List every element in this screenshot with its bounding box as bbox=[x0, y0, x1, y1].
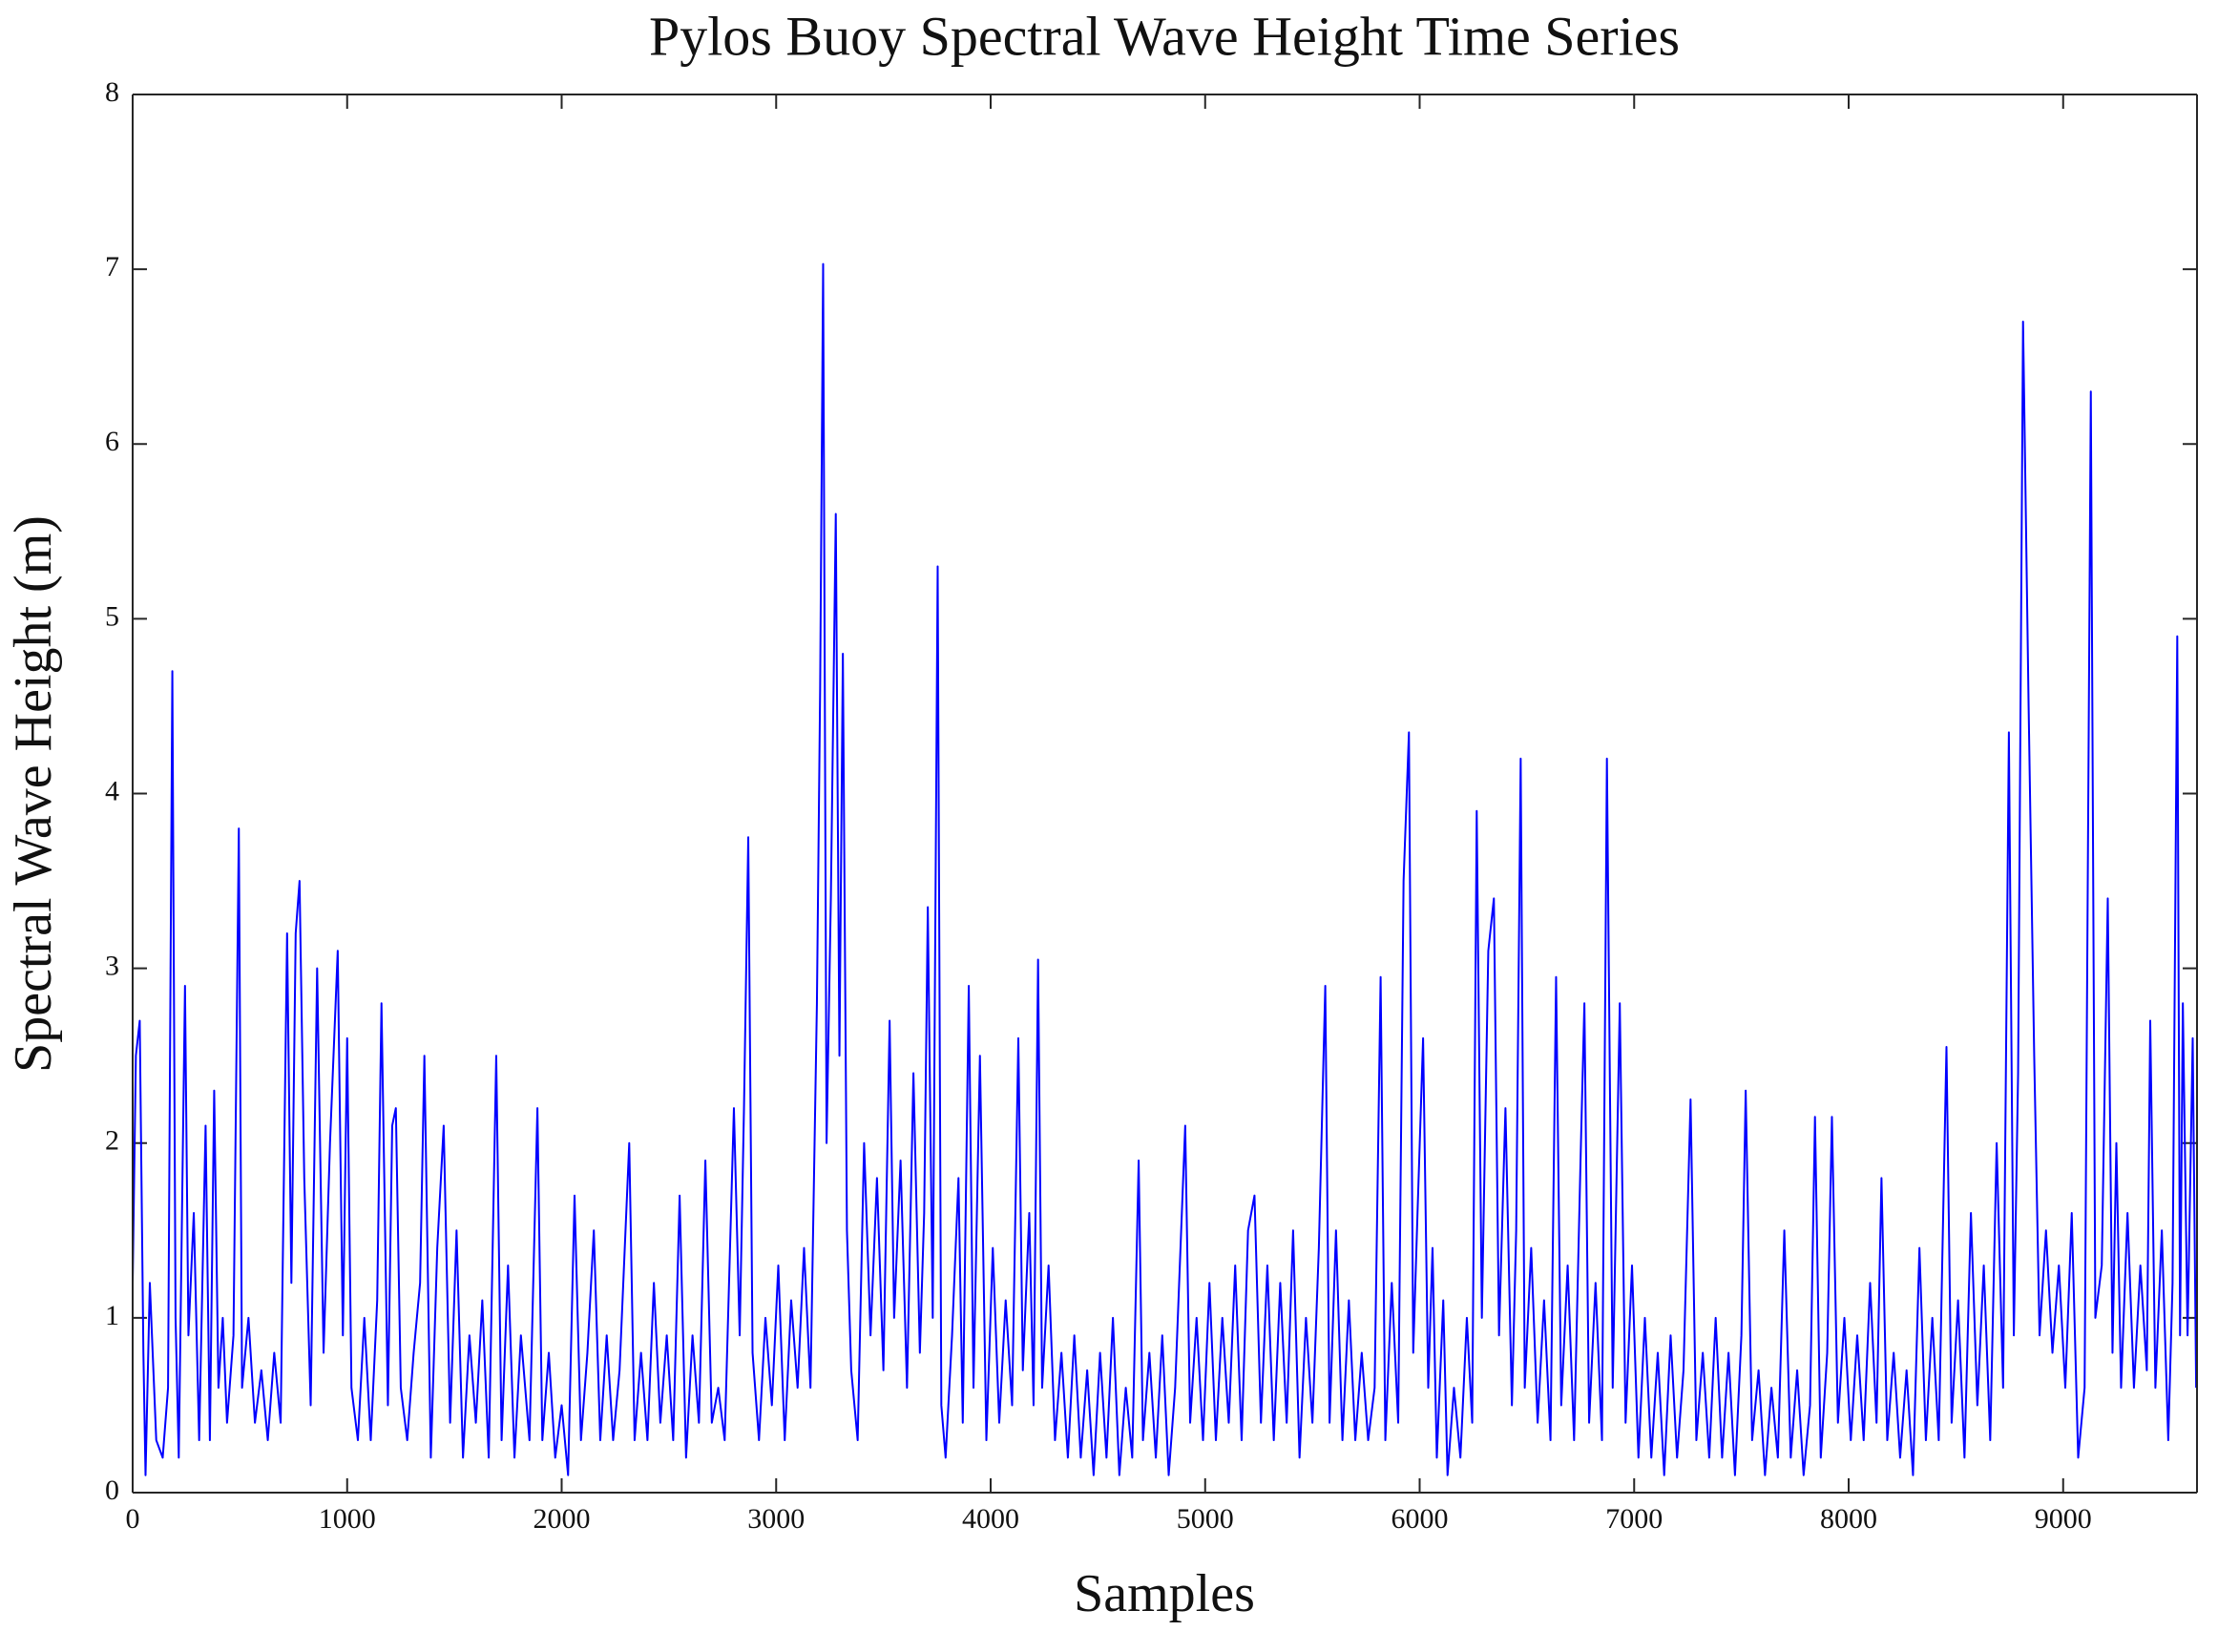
y-axis-label: Spectral Wave Height (m) bbox=[4, 515, 63, 1073]
x-tick-label: 2000 bbox=[534, 1503, 591, 1535]
y-tick-label: 4 bbox=[105, 775, 119, 806]
y-tick-label: 3 bbox=[105, 951, 119, 982]
x-tick-label: 1000 bbox=[319, 1503, 376, 1535]
chart-title: Pylos Buoy Spectral Wave Height Time Ser… bbox=[649, 5, 1680, 67]
x-tick-label: 5000 bbox=[1177, 1503, 1234, 1535]
x-tick-label: 4000 bbox=[962, 1503, 1019, 1535]
x-tick-label: 6000 bbox=[1391, 1503, 1449, 1535]
x-tick-label: 0 bbox=[126, 1503, 140, 1535]
y-tick-label: 7 bbox=[105, 251, 119, 282]
y-tick-label: 2 bbox=[105, 1125, 119, 1157]
x-axis-label: Samples bbox=[1074, 1564, 1255, 1623]
x-tick-label: 3000 bbox=[747, 1503, 805, 1535]
x-tick-label: 7000 bbox=[1605, 1503, 1663, 1535]
y-tick-label: 6 bbox=[105, 426, 119, 457]
x-tick-label: 8000 bbox=[1820, 1503, 1877, 1535]
y-tick-label: 0 bbox=[105, 1474, 119, 1506]
y-tick-label: 5 bbox=[105, 600, 119, 632]
axes-frame bbox=[132, 94, 2198, 1494]
y-tick-label: 8 bbox=[105, 76, 119, 108]
y-tick-label: 1 bbox=[105, 1300, 119, 1331]
data-line bbox=[132, 262, 2198, 1476]
x-tick-label: 9000 bbox=[2035, 1503, 2092, 1535]
